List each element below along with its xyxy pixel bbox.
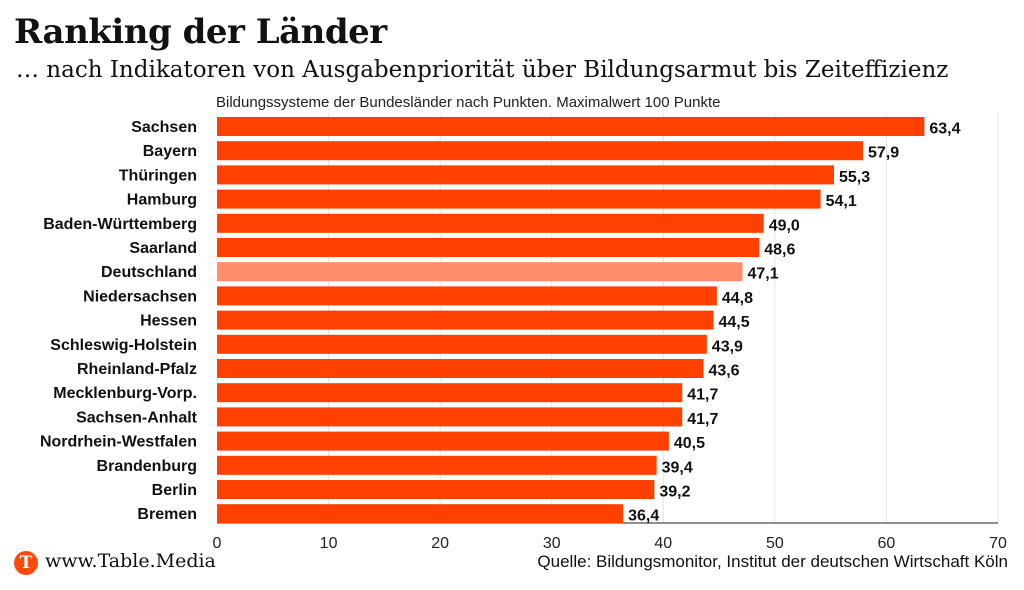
category-label: Hessen xyxy=(140,313,197,330)
chart-note: Bildungssysteme der Bundesländer nach Pu… xyxy=(216,94,721,111)
value-label: 43,9 xyxy=(712,338,743,355)
category-label: Sachsen-Anhalt xyxy=(76,409,198,426)
category-label: Deutschland xyxy=(101,264,197,281)
bar xyxy=(217,238,760,257)
x-tick-label: 50 xyxy=(766,535,784,552)
table-media-logo-icon: T xyxy=(14,551,38,575)
bar xyxy=(217,286,717,306)
category-label: Baden-Württemberg xyxy=(43,216,197,233)
value-label: 44,8 xyxy=(722,290,753,307)
bar xyxy=(217,431,669,451)
x-tick-label: 0 xyxy=(213,535,222,552)
value-label: 63,4 xyxy=(929,121,960,138)
bar xyxy=(217,310,714,330)
category-label: Brandenburg xyxy=(97,458,197,475)
value-label: 49,0 xyxy=(769,217,800,234)
category-label: Berlin xyxy=(152,482,197,499)
labels: 0 10 20 30 40 50 60 70 Sachsen 63,4 Bayern 57,9 Thür… xyxy=(40,119,1007,552)
value-label: 44,5 xyxy=(718,314,749,331)
category-label: Rheinland-Pfalz xyxy=(77,361,197,378)
bar xyxy=(217,504,624,524)
value-label: 40,5 xyxy=(674,435,705,452)
bar xyxy=(217,189,821,209)
value-label: 47,1 xyxy=(748,266,779,283)
category-label: Sachsen xyxy=(131,119,197,136)
category-label: Nordrhein-Westfalen xyxy=(40,434,197,451)
bars xyxy=(217,117,925,524)
value-label: 55,3 xyxy=(839,169,870,186)
value-label: 41,7 xyxy=(687,387,718,404)
category-label: Hamburg xyxy=(127,192,197,209)
bar xyxy=(217,455,657,475)
value-label: 54,1 xyxy=(826,193,857,210)
source-note: Quelle: Bildungsmonitor, Institut der de… xyxy=(537,552,1008,571)
bar xyxy=(217,407,683,427)
x-tick-label: 40 xyxy=(654,535,672,552)
value-label: 57,9 xyxy=(868,145,899,162)
x-tick-label: 20 xyxy=(431,535,449,552)
category-label: Niedersachsen xyxy=(83,288,197,305)
bar xyxy=(217,480,655,499)
bar xyxy=(217,213,764,233)
category-label: Mecklenburg-Vorp. xyxy=(53,385,197,402)
value-label: 36,4 xyxy=(628,508,659,525)
category-label: Bremen xyxy=(137,506,197,523)
bar xyxy=(217,334,707,354)
chart-title: Ranking der Länder xyxy=(14,12,387,52)
bar xyxy=(217,262,743,282)
value-label: 43,6 xyxy=(708,363,739,380)
bar xyxy=(217,165,834,185)
x-tick-label: 30 xyxy=(543,535,561,552)
category-label: Bayern xyxy=(143,143,197,160)
x-tick-label: 70 xyxy=(989,535,1007,552)
value-label: 39,2 xyxy=(659,484,690,501)
x-tick-label: 10 xyxy=(320,535,338,552)
value-label: 39,4 xyxy=(662,459,693,476)
bar xyxy=(217,383,683,403)
footer-site[interactable]: www.Table.Media xyxy=(45,550,216,572)
value-label: 48,6 xyxy=(764,242,795,259)
category-label: Schleswig-Holstein xyxy=(50,337,197,354)
x-tick-label: 60 xyxy=(878,535,896,552)
category-label: Saarland xyxy=(129,240,197,257)
chart-subtitle: … nach Indikatoren von Ausgabenpriorität… xyxy=(16,57,949,83)
value-label: 41,7 xyxy=(687,411,718,428)
category-label: Thüringen xyxy=(119,167,197,184)
bar xyxy=(217,141,863,161)
bar xyxy=(217,359,704,378)
bar xyxy=(217,117,925,136)
